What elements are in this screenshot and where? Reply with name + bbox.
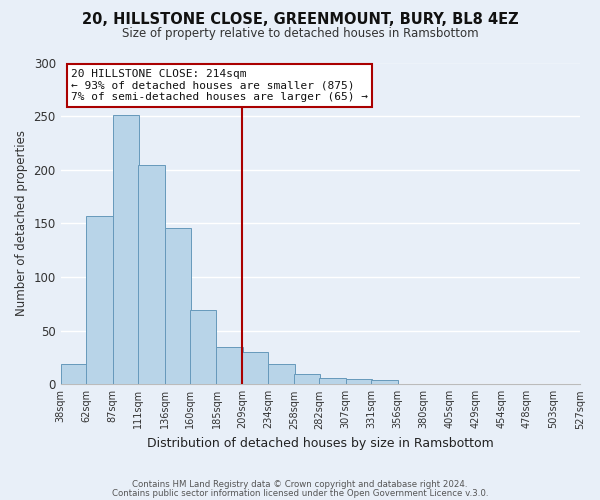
Bar [61, 364, 87, 384]
Bar [190, 310, 217, 384]
Text: Size of property relative to detached houses in Ramsbottom: Size of property relative to detached ho… [122, 28, 478, 40]
Text: 20 HILLSTONE CLOSE: 214sqm
← 93% of detached houses are smaller (875)
7% of semi: 20 HILLSTONE CLOSE: 214sqm ← 93% of deta… [71, 69, 368, 102]
Bar [268, 364, 295, 384]
Text: Contains HM Land Registry data © Crown copyright and database right 2024.: Contains HM Land Registry data © Crown c… [132, 480, 468, 489]
Bar [113, 115, 139, 384]
Text: Contains public sector information licensed under the Open Government Licence v.: Contains public sector information licen… [112, 489, 488, 498]
Bar [346, 379, 372, 384]
Y-axis label: Number of detached properties: Number of detached properties [15, 130, 28, 316]
Bar [371, 380, 398, 384]
Bar [86, 216, 113, 384]
Bar [242, 352, 268, 384]
Bar [217, 347, 243, 385]
Bar [164, 228, 191, 384]
Text: 20, HILLSTONE CLOSE, GREENMOUNT, BURY, BL8 4EZ: 20, HILLSTONE CLOSE, GREENMOUNT, BURY, B… [82, 12, 518, 28]
Bar [319, 378, 346, 384]
Bar [294, 374, 320, 384]
Bar [138, 166, 164, 384]
X-axis label: Distribution of detached houses by size in Ramsbottom: Distribution of detached houses by size … [147, 437, 494, 450]
